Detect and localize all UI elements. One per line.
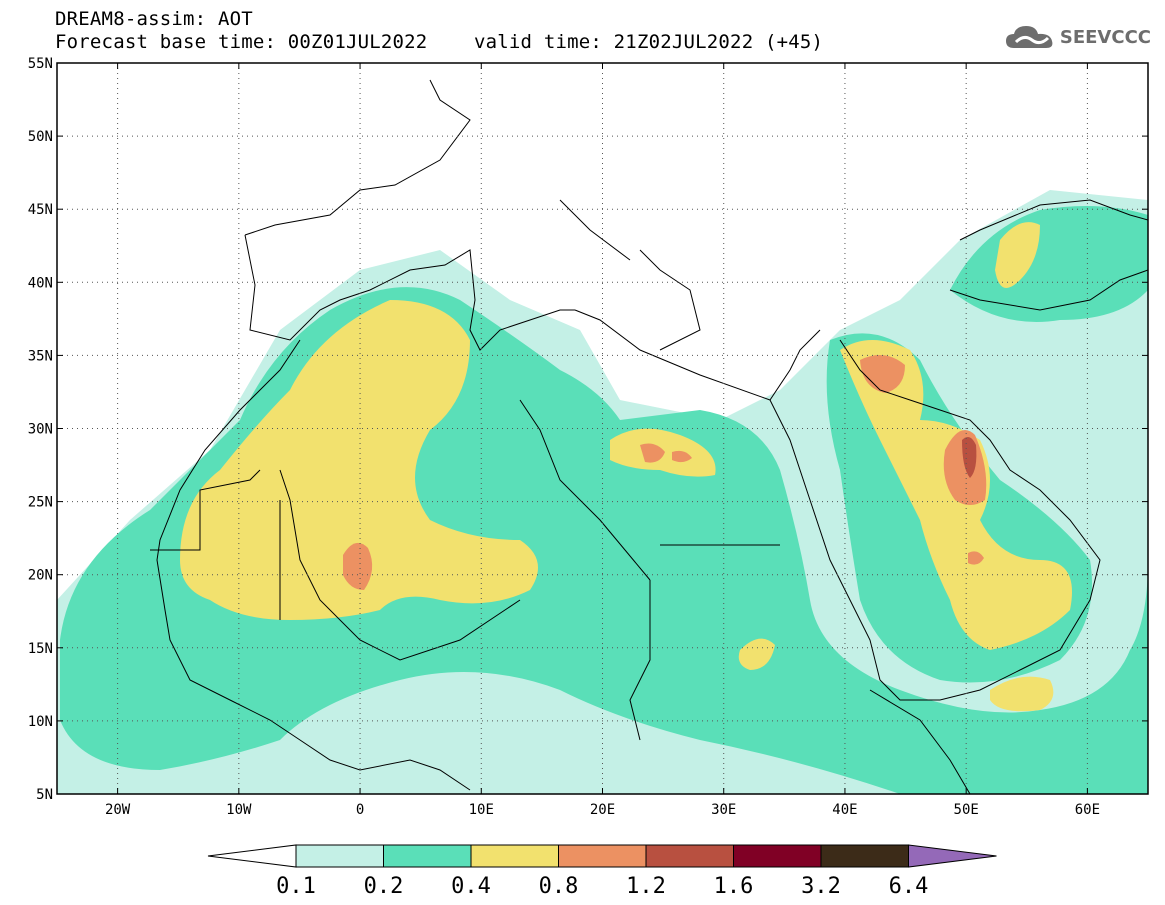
colorbar-label: 0.4 (451, 874, 491, 899)
colorbar-segment (558, 844, 647, 868)
lon-tick-label: 20W (105, 802, 131, 818)
coastlines (150, 79, 1148, 794)
aot-level-4-region (672, 450, 692, 463)
colorbar-label: 6.4 (889, 874, 929, 899)
lat-tick-label: 35N (28, 348, 53, 364)
seevccc-logo: SEEVCCC (1004, 22, 1151, 52)
colorbar-segment (470, 844, 559, 868)
lon-tick-label: 20E (590, 802, 615, 818)
lat-tick-label: 10N (28, 714, 53, 730)
forecast-time-line: Forecast base time: 00Z01JUL2022 valid t… (55, 31, 824, 53)
colorbar-segment (383, 844, 472, 868)
lon-tick-label: 10E (469, 802, 494, 818)
lat-tick-label: 25N (28, 495, 53, 511)
colorbar-labels: 0.1 0.2 0.4 0.8 1.2 1.6 3.2 6.4 (276, 874, 928, 899)
lon-tick-label: 10W (226, 802, 252, 818)
lat-tick-label: 45N (28, 202, 53, 218)
lat-tick-label: 40N (28, 275, 53, 291)
aot-level-3-region (738, 638, 775, 670)
lat-tick-label: 5N (36, 787, 53, 803)
latitude-labels: 55N 50N 45N 40N 35N 30N 25N 20N 15N 10N 5N (28, 56, 53, 803)
lon-tick-label: 30E (711, 802, 736, 818)
aot-level-3-region (995, 222, 1040, 288)
lon-tick-label: 60E (1075, 802, 1100, 818)
lon-tick-label: 50E (954, 802, 979, 818)
colorbar-label: 1.6 (714, 874, 754, 899)
colorbar-segment (820, 844, 909, 868)
longitude-labels: 20W 10W 0 10E 20E 30E 40E 50E 60E (105, 802, 1100, 818)
aot-level-2-region (950, 206, 1148, 322)
aot-level-4-region (968, 551, 984, 565)
lat-tick-label: 20N (28, 568, 53, 584)
lon-tick-label: 0 (356, 802, 364, 818)
aot-field (57, 79, 1148, 794)
logo-text: SEEVCCC (1059, 26, 1151, 48)
colorbar-label: 1.2 (626, 874, 666, 899)
colorbar-segment (295, 844, 384, 868)
aot-level-3-region (180, 300, 538, 620)
colorbar-label: 0.8 (539, 874, 579, 899)
lat-tick-label: 15N (28, 641, 53, 657)
colorbar-segment (733, 844, 822, 868)
lat-tick-label: 30N (28, 422, 53, 438)
lat-tick-label: 50N (28, 129, 53, 145)
aot-level-5-region (962, 436, 977, 478)
aot-level-4-region (860, 355, 905, 393)
colorbar-label: 0.2 (364, 874, 404, 899)
lat-tick-label: 55N (28, 56, 53, 72)
grid-lines (57, 63, 1148, 794)
colorbar-label: 0.1 (276, 874, 316, 899)
aot-level-4-region (640, 443, 665, 463)
cloud-icon (1005, 26, 1053, 48)
colorbar-label: 3.2 (801, 874, 841, 899)
aot-level-3-region (990, 676, 1054, 712)
colorbar (207, 844, 997, 868)
map-title: DREAM8-assim: AOT (55, 8, 253, 30)
tick-marks (57, 62, 1148, 795)
lon-tick-label: 40E (832, 802, 857, 818)
colorbar-high-arrow (908, 844, 997, 868)
colorbar-segment (645, 844, 734, 868)
colorbar-low-arrow (207, 844, 297, 868)
aot-level-4-region (343, 542, 373, 590)
